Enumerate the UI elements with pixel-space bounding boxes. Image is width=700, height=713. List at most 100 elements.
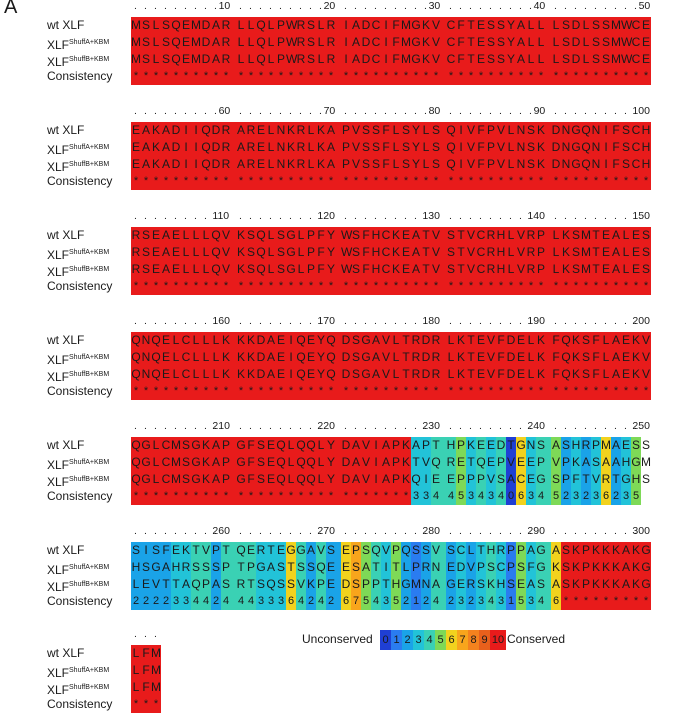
residue-cell: Q (296, 472, 306, 486)
position-number: 230 (422, 420, 440, 432)
residue-cell: C (631, 35, 641, 49)
residue-cell: S (561, 35, 570, 49)
legend-swatch: 7 (457, 630, 468, 650)
residue-cell: S (446, 245, 455, 259)
row-label-text: XLF (47, 143, 70, 157)
residue-cell: Y (411, 123, 420, 137)
residue-cell: A (621, 577, 630, 591)
conservation-column (621, 437, 631, 505)
residue-cell: P (536, 245, 545, 259)
residue-cell: S (286, 577, 295, 591)
residue-cell: S (621, 157, 630, 171)
residue-cell: L (237, 52, 245, 66)
conservation-column (381, 332, 391, 400)
conservation-column (181, 17, 191, 85)
residue-cell: W (621, 52, 633, 66)
residue-cell: Q (201, 140, 211, 154)
consistency-cell: * (538, 280, 544, 292)
residue-cell: S (561, 577, 570, 591)
conservation-column (371, 437, 381, 505)
position-dot: . (184, 105, 187, 117)
position-dot: . (319, 315, 322, 327)
residue-cell: A (581, 455, 590, 469)
consistency-cell: * (268, 280, 274, 292)
residue-cell: M (581, 262, 591, 276)
residue-cell: A (431, 577, 440, 591)
residue-cell: I (289, 333, 293, 347)
residue-cell: E (276, 350, 285, 364)
conservation-column (536, 437, 551, 505)
residue-cell: E (486, 455, 495, 469)
residue-cell: E (256, 157, 265, 171)
row-label: XLFShuffA+KBM (47, 663, 109, 680)
consistency-cell: * (448, 280, 454, 292)
residue-cell: G (141, 438, 151, 452)
consistency-cell: * (623, 595, 629, 607)
consistency-cell: * (393, 385, 399, 397)
residue-cell: K (571, 543, 580, 557)
position-dot: . (469, 210, 472, 222)
conservation-column (551, 122, 561, 190)
position-dot: . (374, 0, 377, 12)
position-dot: . (384, 525, 387, 537)
consistency-cell: * (423, 175, 429, 187)
residue-cell: E (306, 333, 315, 347)
consistency-cell: * (278, 175, 284, 187)
residue-cell: P (341, 157, 350, 171)
position-dot: . (499, 420, 502, 432)
residue-cell: Q (371, 543, 381, 557)
residue-cell: P (581, 577, 590, 591)
conservation-column (236, 227, 246, 295)
conservation-column (431, 542, 446, 610)
residue-cell: E (161, 367, 170, 381)
residue-cell: R (431, 367, 441, 381)
row-label: Consistency (47, 69, 112, 84)
residue-cell: L (152, 18, 160, 32)
residue-cell: E (456, 455, 465, 469)
conservation-column (601, 437, 611, 505)
residue-cell: N (526, 438, 536, 452)
residue-cell: K (181, 543, 190, 557)
position-dot: . (174, 420, 177, 432)
conservation-column (561, 437, 571, 505)
consistency-cell: * (623, 70, 629, 82)
position-dot: . (144, 525, 147, 537)
consistency-cell: 4 (537, 595, 545, 607)
conservation-column (276, 122, 286, 190)
residue-cell: P (316, 577, 325, 591)
conservation-column (486, 122, 496, 190)
conservation-column (151, 122, 161, 190)
conservation-column (371, 227, 381, 295)
residue-cell: L (212, 333, 220, 347)
residue-cell: Q (446, 157, 456, 171)
residue-cell: K (151, 123, 160, 137)
position-dot: . (239, 105, 242, 117)
row-label-text: XLF (47, 353, 70, 367)
residue-cell: G (571, 140, 581, 154)
position-dot: . (204, 105, 207, 117)
residue-cell: L (317, 438, 325, 452)
conservation-column (316, 437, 326, 505)
consistency-cell: 3 (592, 490, 600, 502)
position-dot: . (144, 105, 147, 117)
residue-cell: P (486, 157, 495, 171)
position-dot: . (634, 0, 637, 12)
residue-cell: K (201, 472, 210, 486)
consistency-cell: * (383, 280, 389, 292)
consistency-cell: * (268, 385, 274, 397)
conservation-column (581, 437, 591, 505)
conservation-column (506, 227, 516, 295)
conservation-column (551, 437, 561, 505)
consistency-cell: * (288, 385, 294, 397)
residue-cell: F (362, 262, 370, 276)
residue-cell: L (447, 367, 455, 381)
residue-cell: E (476, 333, 485, 347)
consistency-cell: * (468, 175, 474, 187)
conservation-column (316, 227, 326, 295)
consistency-cell: * (528, 280, 534, 292)
residue-cell: F (392, 52, 400, 66)
conservation-column (236, 437, 246, 505)
conservation-column (191, 122, 201, 190)
residue-cell: D (571, 18, 581, 32)
residue-cell: R (296, 18, 306, 32)
